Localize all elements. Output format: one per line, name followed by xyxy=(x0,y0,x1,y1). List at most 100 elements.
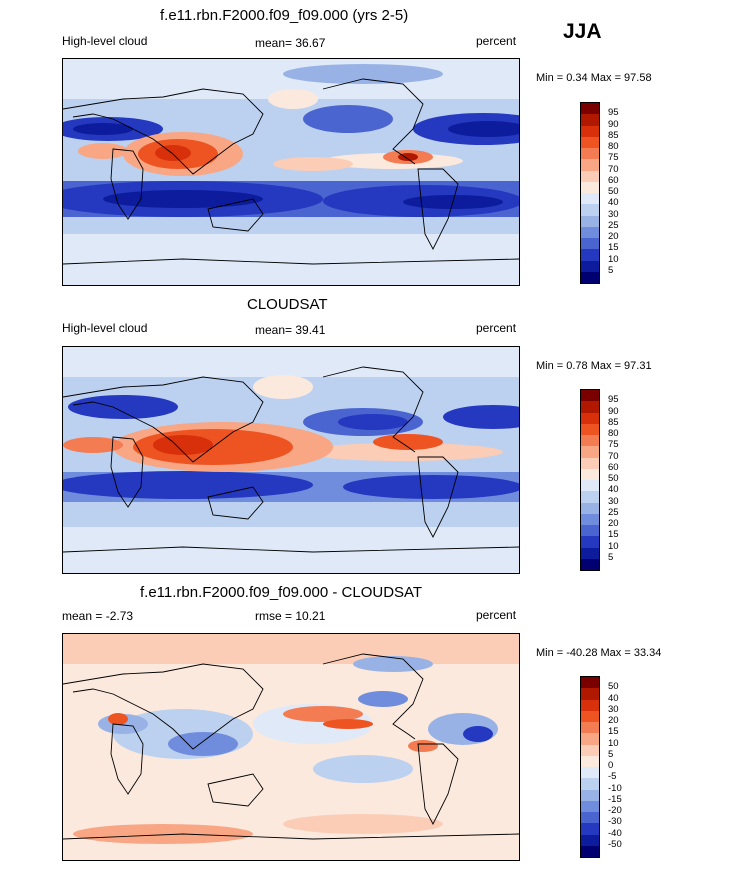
colorbar-level-label: 15 xyxy=(608,529,619,541)
colorbar-level-label: 5 xyxy=(608,264,614,276)
panel3-minmax: Min = -40.28 Max = 33.34 xyxy=(536,647,662,659)
colorbar-swatch xyxy=(581,103,599,115)
colorbar-level-label: 50 xyxy=(608,681,619,693)
colorbar-level-label: 50 xyxy=(608,473,619,484)
colorbar-swatch xyxy=(581,710,599,722)
colorbar-level-label: 75 xyxy=(608,152,619,164)
colorbar-swatch xyxy=(581,260,599,272)
colorbar-level-label: 10 xyxy=(608,540,619,552)
colorbar-level-label: 80 xyxy=(608,141,619,152)
colorbar-swatch xyxy=(581,677,599,689)
colorbar-swatch xyxy=(581,778,599,790)
colorbar-swatch xyxy=(581,834,599,846)
colorbar-swatch xyxy=(581,193,599,205)
colorbar-level-label: 15 xyxy=(608,242,619,254)
colorbar-level-label: 85 xyxy=(608,129,619,141)
colorbar-swatch xyxy=(581,558,599,570)
colorbar-level-label: 85 xyxy=(608,416,619,428)
colorbar-swatch xyxy=(581,204,599,216)
colorbar-swatch xyxy=(581,547,599,559)
colorbar-swatch xyxy=(581,733,599,745)
colorbar-level-label: 30 xyxy=(608,703,619,715)
colorbar-level-label: 40 xyxy=(608,197,619,209)
colorbar-level-label: 95 xyxy=(608,107,619,119)
colorbar-swatch xyxy=(581,125,599,137)
colorbar-swatch xyxy=(581,491,599,503)
panel2-title: CLOUDSAT xyxy=(247,296,328,313)
colorbar-level-label: -50 xyxy=(608,838,622,850)
colorbar-level-label: 30 xyxy=(608,495,619,507)
colorbar-level-label: 5 xyxy=(608,748,614,760)
colorbar-swatch xyxy=(581,136,599,148)
panel2-mean-label: mean= 39.41 xyxy=(255,323,326,337)
panel1-colorbar xyxy=(580,102,600,284)
colorbar-swatch xyxy=(581,688,599,700)
colorbar-level-label: 20 xyxy=(608,518,619,529)
colorbar-swatch xyxy=(581,423,599,435)
colorbar-level-label: 75 xyxy=(608,439,619,451)
colorbar-level-label: 20 xyxy=(608,231,619,242)
colorbar-swatch xyxy=(581,401,599,413)
colorbar-swatch xyxy=(581,823,599,835)
colorbar-swatch xyxy=(581,744,599,756)
colorbar-swatch xyxy=(581,412,599,424)
colorbar-swatch xyxy=(581,170,599,182)
panel3-rmse-label: rmse = 10.21 xyxy=(255,609,326,623)
colorbar-level-label: 0 xyxy=(608,760,614,771)
colorbar-swatch xyxy=(581,238,599,250)
colorbar-level-label: -15 xyxy=(608,793,622,805)
colorbar-level-label: 90 xyxy=(608,118,619,130)
colorbar-swatch xyxy=(581,699,599,711)
colorbar-swatch xyxy=(581,536,599,548)
panel1-map xyxy=(62,58,520,286)
colorbar-swatch xyxy=(581,114,599,126)
panel2-map xyxy=(62,346,520,574)
colorbar-level-label: 25 xyxy=(608,219,619,231)
colorbar-level-label: 70 xyxy=(608,450,619,462)
colorbar-level-label: 10 xyxy=(608,737,619,749)
colorbar-level-label: 5 xyxy=(608,551,614,563)
colorbar-swatch xyxy=(581,767,599,779)
panel2-minmax: Min = 0.78 Max = 97.31 xyxy=(536,360,652,372)
panel2-colorbar xyxy=(580,389,600,571)
colorbar-swatch xyxy=(581,390,599,402)
panel2-variable-label: High-level cloud xyxy=(62,321,148,335)
colorbar-level-label: 70 xyxy=(608,163,619,175)
colorbar-swatch xyxy=(581,468,599,480)
colorbar-swatch xyxy=(581,812,599,824)
season-label: JJA xyxy=(563,20,602,43)
colorbar-swatch xyxy=(581,435,599,447)
colorbar-swatch xyxy=(581,789,599,801)
colorbar-level-label: 20 xyxy=(608,715,619,726)
colorbar-swatch xyxy=(581,159,599,171)
colorbar-swatch xyxy=(581,513,599,525)
colorbar-swatch xyxy=(581,181,599,193)
colorbar-level-label: 25 xyxy=(608,506,619,518)
colorbar-level-label: -10 xyxy=(608,782,622,794)
colorbar-level-label: 40 xyxy=(608,484,619,496)
colorbar-swatch xyxy=(581,800,599,812)
panel2-units-label: percent xyxy=(476,321,517,335)
panel1-title: f.e11.rbn.F2000.f09_f09.000 (yrs 2-5) xyxy=(160,7,409,24)
colorbar-swatch xyxy=(581,525,599,537)
colorbar-swatch xyxy=(581,148,599,160)
panel3-title: f.e11.rbn.F2000.f09_f09.000 - CLOUDSAT xyxy=(140,584,423,601)
colorbar-swatch xyxy=(581,457,599,469)
colorbar-level-label: 90 xyxy=(608,405,619,417)
colorbar-level-label: 40 xyxy=(608,692,619,704)
colorbar-level-label: 80 xyxy=(608,428,619,439)
panel3-units-label: percent xyxy=(476,608,517,622)
colorbar-swatch xyxy=(581,845,599,857)
panel3-mean-label: mean = -2.73 xyxy=(62,609,134,623)
colorbar-level-label: 10 xyxy=(608,253,619,265)
colorbar-level-label: 60 xyxy=(608,461,619,473)
colorbar-swatch xyxy=(581,480,599,492)
panel1-variable-label: High-level cloud xyxy=(62,34,148,48)
colorbar-swatch xyxy=(581,271,599,283)
colorbar-swatch xyxy=(581,215,599,227)
colorbar-swatch xyxy=(581,249,599,261)
panel1-mean-label: mean= 36.67 xyxy=(255,36,326,50)
colorbar-level-label: -40 xyxy=(608,827,622,839)
panel3-map xyxy=(62,633,520,861)
colorbar-swatch xyxy=(581,722,599,734)
